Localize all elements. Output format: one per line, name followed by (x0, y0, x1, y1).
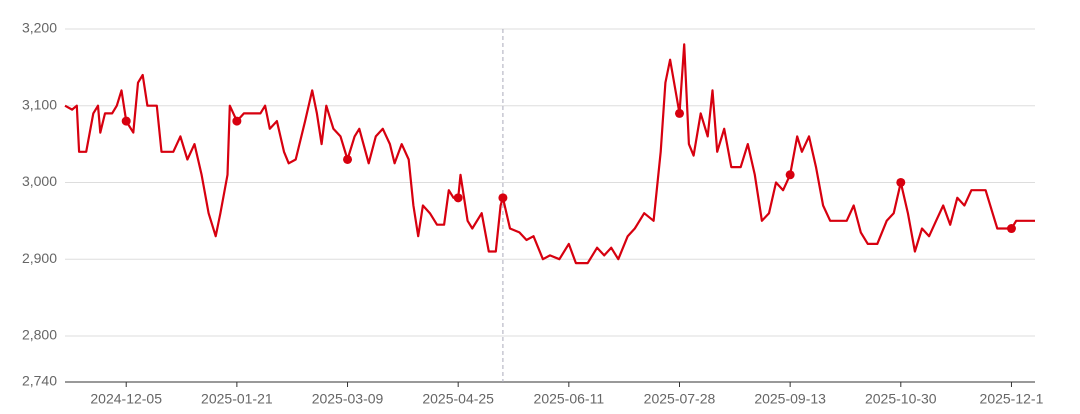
x-tick-label: 2024-12-05 (90, 391, 162, 407)
point-marker (121, 116, 131, 126)
point-marker (232, 116, 242, 126)
x-tick-label: 2025-06-11 (534, 391, 605, 407)
x-tick-label: 2025-12-1 (980, 391, 1044, 407)
y-tick-label: 2,800 (22, 327, 57, 343)
x-tick-label: 2025-09-13 (754, 391, 826, 407)
point-marker (453, 193, 463, 203)
x-tick-label: 2025-10-30 (865, 391, 937, 407)
point-marker (1006, 224, 1016, 234)
point-marker (785, 170, 795, 180)
point-marker (498, 193, 508, 203)
point-marker (896, 177, 906, 187)
y-tick-label: 2,740 (22, 373, 57, 389)
x-tick-label: 2025-04-25 (422, 391, 494, 407)
y-tick-label: 3,200 (22, 20, 57, 36)
price-line (64, 43, 1035, 265)
y-tick-label: 2,900 (22, 250, 57, 266)
point-marker (674, 108, 684, 118)
y-tick-label: 3,100 (22, 96, 57, 112)
x-tick-label: 2025-03-09 (312, 391, 384, 407)
point-marker (343, 154, 353, 164)
x-tick-label: 2025-07-28 (644, 391, 716, 407)
x-tick-label: 2025-01-21 (201, 391, 273, 407)
y-tick-label: 3,000 (22, 173, 57, 189)
